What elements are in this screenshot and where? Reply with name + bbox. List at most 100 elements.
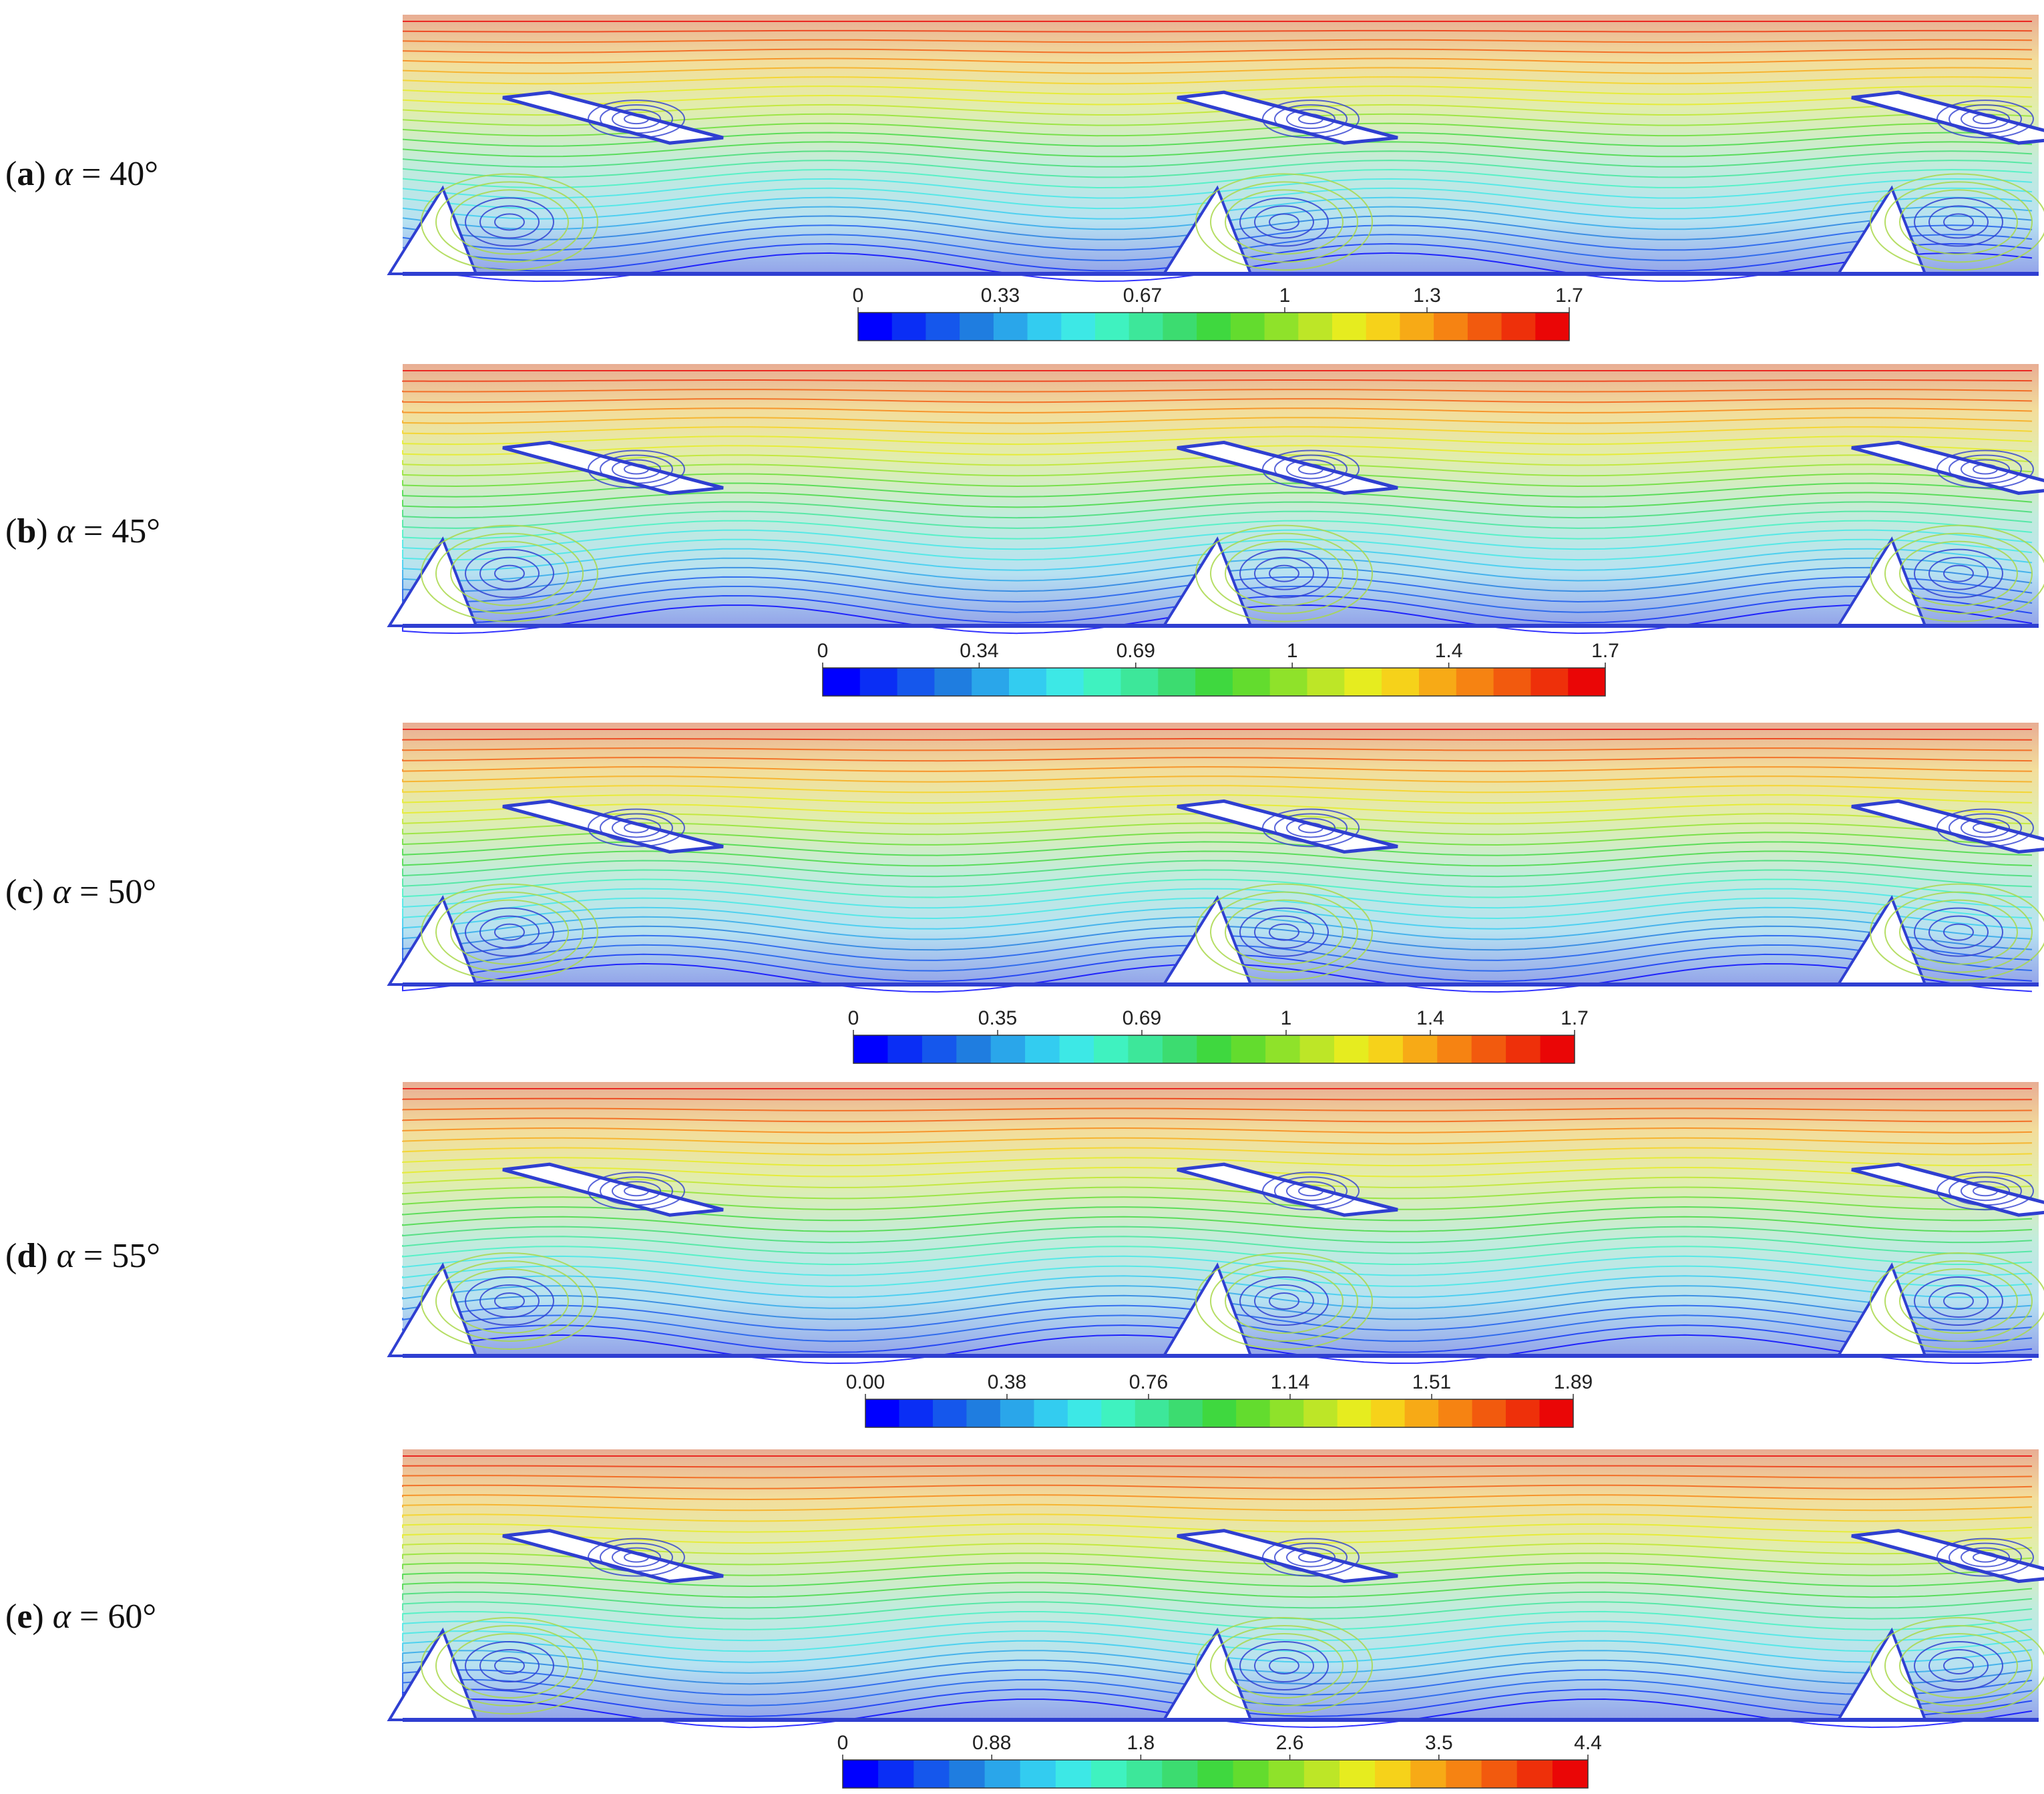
vortex xyxy=(1928,205,1989,239)
vortex xyxy=(1195,1252,1373,1350)
vortex xyxy=(1928,1649,1989,1682)
streamline xyxy=(402,426,2033,435)
colorbar-swatch xyxy=(1231,1035,1266,1063)
streamline xyxy=(402,1503,2033,1511)
vortex xyxy=(1298,1552,1323,1563)
colorbar-swatch xyxy=(1061,313,1096,341)
vortex xyxy=(479,556,540,590)
colorbar-swatch xyxy=(1025,1035,1060,1063)
colorbar-swatch xyxy=(865,1399,899,1427)
colorbar-tick-label: 0.34 xyxy=(960,640,998,662)
colorbar-tick-label: 1.89 xyxy=(1554,1371,1593,1393)
vortex xyxy=(479,915,540,949)
streamline xyxy=(402,538,2033,561)
vortex xyxy=(1899,899,2018,965)
vortex xyxy=(1195,524,1373,622)
vortex xyxy=(1239,1641,1329,1690)
streamline-panel-b xyxy=(387,364,2044,635)
streamline xyxy=(402,1523,2033,1533)
colorbar-swatch xyxy=(1067,1399,1102,1427)
vortex xyxy=(1274,104,1348,134)
streamline xyxy=(402,1176,2033,1189)
colorbar-swatch xyxy=(956,1035,992,1063)
vortex xyxy=(1210,891,1358,973)
colorbar-swatch xyxy=(891,313,926,341)
vortex xyxy=(1298,822,1323,834)
vortex xyxy=(1254,915,1314,949)
vortex xyxy=(1961,109,2010,130)
vortex xyxy=(1943,564,1974,582)
streamline xyxy=(402,150,2033,168)
vortex xyxy=(600,454,673,484)
streamline xyxy=(402,113,2033,126)
colorbar-swatch xyxy=(1127,1760,1163,1788)
colorbar-swatch xyxy=(843,1760,879,1788)
colorbar-tick-label: 0 xyxy=(848,1007,859,1029)
vortex xyxy=(1298,114,1323,125)
colorbar-swatch xyxy=(1020,1760,1056,1788)
vortex xyxy=(1254,1284,1314,1318)
colorbar-swatch xyxy=(1471,1035,1506,1063)
vortex xyxy=(1914,907,2003,957)
streamline xyxy=(402,1572,2033,1588)
vortex xyxy=(1928,915,1989,949)
vortex xyxy=(435,532,584,614)
vortex xyxy=(1961,818,2010,838)
vortex xyxy=(1936,450,2034,489)
streamline-panel-d xyxy=(387,1082,2044,1365)
colorbar-swatch xyxy=(1382,668,1420,696)
vortex xyxy=(1239,907,1329,957)
vortex xyxy=(588,1172,685,1211)
vortex xyxy=(479,1649,540,1682)
streamline xyxy=(402,407,2033,413)
colorbar-swatch xyxy=(1162,1760,1198,1788)
colorbar-swatch xyxy=(1540,1035,1575,1063)
colorbar-swatch xyxy=(1332,313,1367,341)
vortex xyxy=(1949,1542,2022,1572)
streamline xyxy=(402,501,2033,519)
vortex xyxy=(1269,1657,1299,1674)
colorbar-swatch xyxy=(1410,1760,1446,1788)
colorbar-swatch xyxy=(1232,668,1271,696)
vortex xyxy=(1973,464,1998,475)
streamline xyxy=(402,1475,2033,1479)
streamline xyxy=(402,1216,2033,1232)
panel-label-b: (b) α = 45° xyxy=(5,512,160,550)
colorbar-tick-label: 1.7 xyxy=(1561,1007,1589,1029)
colorbar-swatch xyxy=(913,1760,950,1788)
vortex xyxy=(435,181,584,263)
streamline xyxy=(402,1157,2033,1167)
vortex xyxy=(421,524,598,622)
upper-baffle xyxy=(1851,1162,2044,1217)
streamline-panel-e xyxy=(387,1449,2044,1729)
vortex xyxy=(465,907,554,957)
vortex xyxy=(1936,808,2034,848)
vortex xyxy=(1239,197,1329,247)
colorbar-swatch xyxy=(1269,1399,1304,1427)
colorbar-swatch xyxy=(1027,313,1062,341)
vortex xyxy=(1870,173,2044,271)
colorbar-swatch xyxy=(1091,1760,1127,1788)
vortex xyxy=(450,899,569,965)
vortex xyxy=(494,1292,525,1310)
streamline xyxy=(402,1494,2033,1501)
colorbar-swatch xyxy=(926,313,960,341)
colorbar-tick-label: 1.4 xyxy=(1435,640,1463,662)
colorbar-swatch xyxy=(1506,1035,1541,1063)
colorbar-swatch xyxy=(858,313,893,341)
vortex xyxy=(624,464,649,475)
colorbar-swatch xyxy=(1197,1035,1232,1063)
streamline xyxy=(402,1620,2033,1642)
streamline xyxy=(402,757,2033,762)
vortex xyxy=(1239,548,1329,598)
colorbar-swatch xyxy=(1000,1399,1034,1427)
colorbar-swatch xyxy=(1009,668,1047,696)
vortex xyxy=(1914,197,2003,247)
streamline xyxy=(402,906,2033,930)
colorbar-swatch xyxy=(1375,1760,1411,1788)
colorbar-swatch xyxy=(1202,1399,1237,1427)
colorbar-swatch xyxy=(1467,313,1502,341)
vortex xyxy=(1961,1181,2010,1202)
colorbar-e: 0 0.88 1.8 2.6 3.5 4.4 xyxy=(837,1732,1602,1789)
vortex xyxy=(1262,1538,1360,1577)
